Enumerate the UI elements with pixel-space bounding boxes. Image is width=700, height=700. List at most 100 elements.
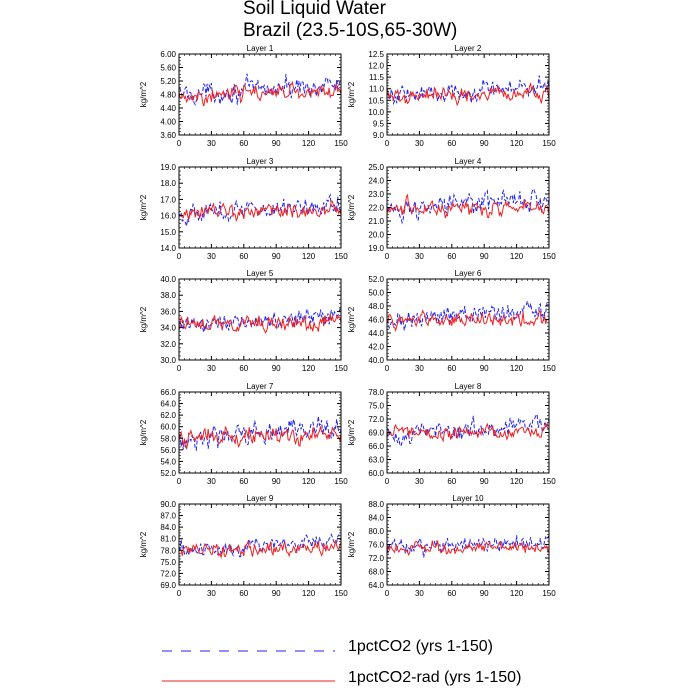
layer-7-ytick-label: 66.0 xyxy=(160,388,176,397)
layer-1-xtick-label: 60 xyxy=(239,139,248,148)
layer-7-ytick-label: 64.0 xyxy=(160,400,176,409)
layer-9-ytick-label: 78.0 xyxy=(160,546,176,555)
layer-3-ytick-label: 14.0 xyxy=(160,244,176,253)
layer-5-xtick-label: 150 xyxy=(334,364,348,373)
layer-8-ytick-label: 72.0 xyxy=(368,415,384,424)
layer-3-xtick-label: 150 xyxy=(334,252,348,261)
layer-8-xtick-label: 30 xyxy=(415,477,424,486)
layer-1-series-1pctCO2-rad xyxy=(178,80,342,107)
layer-7-ytick-label: 62.0 xyxy=(160,411,176,420)
layer-3-ylabel: kg/m^2 xyxy=(139,194,148,220)
layer-6-xtick-label: 120 xyxy=(510,364,524,373)
chart-title: Soil Liquid Water xyxy=(243,0,386,19)
legend-label-1pctCO2: 1pctCO2 (yrs 1-150) xyxy=(348,638,493,655)
layer-10-ylabel: kg/m^2 xyxy=(347,531,356,557)
layer-9-xtick-label: 120 xyxy=(302,589,316,598)
layer-4-series-1pctCO2 xyxy=(386,188,550,225)
layer-9-series-1pctCO2-rad xyxy=(178,539,342,560)
layer-2-ylabel: kg/m^2 xyxy=(347,81,356,107)
layer-3-xtick-label: 0 xyxy=(177,252,182,261)
layer-6-xtick-label: 0 xyxy=(385,364,390,373)
layer-5-ytick-label: 34.0 xyxy=(160,324,176,333)
layer-2-ytick-label: 11.5 xyxy=(369,73,385,82)
layer-9-xtick-label: 30 xyxy=(207,589,216,598)
layer-6-xtick-label: 30 xyxy=(415,364,424,373)
layer-10-ytick-label: 84.0 xyxy=(368,514,384,523)
layer-2-xtick-label: 30 xyxy=(415,139,424,148)
layer-7-xtick-label: 90 xyxy=(272,477,281,486)
layer-5-xtick-label: 90 xyxy=(272,364,281,373)
layer-4-series-1pctCO2-rad xyxy=(386,193,550,219)
legend-label-1pctCO2-rad: 1pctCO2-rad (yrs 1-150) xyxy=(348,669,522,686)
layer-1-ytick-label: 6.00 xyxy=(160,50,176,59)
layer-10-xtick-label: 30 xyxy=(415,589,424,598)
layer-1-xtick-label: 30 xyxy=(207,139,216,148)
layer-4-xtick-label: 60 xyxy=(447,252,456,261)
layer-9-ytick-label: 81.0 xyxy=(160,535,176,544)
layer-8-title: Layer 8 xyxy=(455,382,482,391)
layer-6-series-1pctCO2-rad xyxy=(386,309,550,333)
layer-9-xtick-label: 60 xyxy=(239,589,248,598)
layer-5-series-1pctCO2 xyxy=(178,307,342,333)
layer-9-ytick-label: 75.0 xyxy=(160,558,176,567)
layer-5-ytick-label: 30.0 xyxy=(160,356,176,365)
layer-10-ytick-label: 76.0 xyxy=(368,541,384,550)
layer-7-series-1pctCO2-rad xyxy=(178,426,342,450)
layer-6-ytick-label: 40.0 xyxy=(368,356,384,365)
layer-2-ytick-label: 12.5 xyxy=(368,50,384,59)
layer-8-xtick-label: 120 xyxy=(510,477,524,486)
layer-1-ytick-label: 4.80 xyxy=(160,91,176,100)
layer-8-ylabel: kg/m^2 xyxy=(347,419,356,445)
layer-10-xtick-label: 0 xyxy=(385,589,390,598)
layer-2-ytick-label: 10.0 xyxy=(368,108,384,117)
layer-2-ytick-label: 9.0 xyxy=(373,131,385,140)
layer-4-title: Layer 4 xyxy=(455,157,482,166)
layer-9-xtick-label: 90 xyxy=(272,589,281,598)
layer-2-ytick-label: 9.5 xyxy=(373,119,385,128)
layer-6-xtick-label: 150 xyxy=(542,364,556,373)
layer-3-title: Layer 3 xyxy=(247,157,274,166)
layer-3-frame xyxy=(178,166,342,249)
layer-7-ytick-label: 52.0 xyxy=(160,469,176,478)
layer-6-ylabel: kg/m^2 xyxy=(347,306,356,332)
layer-8-ytick-label: 66.0 xyxy=(368,442,384,451)
layer-4-xtick-label: 90 xyxy=(480,252,489,261)
layer-4-ytick-label: 19.0 xyxy=(368,244,384,253)
layer-4-ylabel: kg/m^2 xyxy=(347,194,356,220)
layer-8-xtick-label: 90 xyxy=(480,477,489,486)
layer-8-xtick-label: 150 xyxy=(542,477,556,486)
layer-3-ytick-label: 16.0 xyxy=(160,212,176,221)
layer-5-xtick-label: 120 xyxy=(302,364,316,373)
layer-9-title: Layer 9 xyxy=(247,494,274,503)
layer-4-ytick-label: 25.0 xyxy=(368,163,384,172)
layer-1-xtick-label: 120 xyxy=(302,139,316,148)
layer-3-xtick-label: 90 xyxy=(272,252,281,261)
layer-6-ytick-label: 48.0 xyxy=(368,302,384,311)
layer-4-xtick-label: 120 xyxy=(510,252,524,261)
layer-5-ytick-label: 38.0 xyxy=(160,291,176,300)
layer-10-title: Layer 10 xyxy=(452,494,484,503)
layer-7-xtick-label: 30 xyxy=(207,477,216,486)
layer-5-title: Layer 5 xyxy=(247,269,274,278)
layer-3-series-1pctCO2 xyxy=(178,193,342,227)
layer-1-ytick-label: 3.60 xyxy=(160,131,176,140)
layer-6-ytick-label: 46.0 xyxy=(368,316,384,325)
layer-3-ytick-label: 19.0 xyxy=(160,163,176,172)
layer-4-ytick-label: 24.0 xyxy=(368,177,384,186)
layer-2-xtick-label: 120 xyxy=(510,139,524,148)
layer-5-ytick-label: 36.0 xyxy=(160,307,176,316)
layer-7-xtick-label: 0 xyxy=(177,477,182,486)
layer-7-ylabel: kg/m^2 xyxy=(139,419,148,445)
layer-7-xtick-label: 60 xyxy=(239,477,248,486)
layer-9-ytick-label: 87.0 xyxy=(160,512,176,521)
layer-2-ytick-label: 11.0 xyxy=(369,85,385,94)
layer-9-ytick-label: 84.0 xyxy=(160,523,176,532)
layer-1-xtick-label: 90 xyxy=(272,139,281,148)
layer-7-xtick-label: 120 xyxy=(302,477,316,486)
layer-6-xtick-label: 60 xyxy=(447,364,456,373)
layer-4-ytick-label: 20.0 xyxy=(368,231,384,240)
layer-5-series-1pctCO2-rad xyxy=(178,313,342,334)
layer-4-xtick-label: 0 xyxy=(385,252,390,261)
layer-10-ytick-label: 88.0 xyxy=(368,500,384,509)
layer-10-frame xyxy=(386,503,550,586)
